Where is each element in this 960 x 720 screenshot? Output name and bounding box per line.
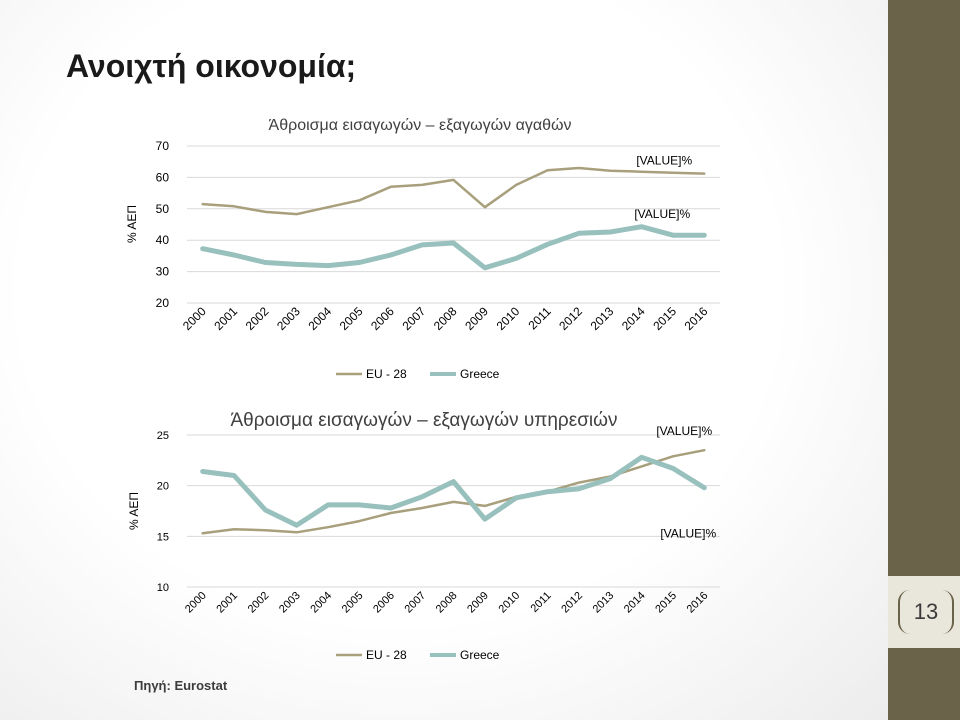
chart-2-legend-label: Greece [460, 648, 500, 662]
chart-1-y-tick-label: 20 [156, 296, 170, 310]
chart-1-x-tick-label: 2005 [337, 304, 366, 333]
chart-2-y-tick-label: 25 [157, 430, 169, 442]
chart-2-x-tick-label: 2008 [434, 590, 460, 616]
chart-1-x-tick-label: 2008 [431, 304, 460, 333]
chart-1-x-tick-label: 2011 [526, 304, 554, 332]
chart-2-x-tick-label: 2001 [214, 590, 240, 616]
chart-1-x-tick-label: 2014 [619, 304, 648, 333]
chart-1-legend-label: Greece [460, 367, 500, 381]
chart-1-y-tick-label: 60 [156, 170, 170, 184]
chart-1-y-axis-label: % ΑΕΠ [125, 205, 139, 243]
chart-2-x-tick-label: 2000 [183, 590, 209, 616]
page-number-box [888, 576, 960, 648]
chart-2-x-tick-label: 2004 [308, 590, 334, 616]
chart-2-x-tick-label: 2003 [277, 590, 303, 616]
page-number: 13 [898, 590, 954, 634]
chart-1-x-tick-label: 2002 [243, 304, 272, 333]
chart-2-legend-label: EU - 28 [366, 648, 407, 662]
chart-1-x-tick-label: 2013 [588, 304, 617, 333]
chart-1-y-tick-label: 40 [156, 233, 170, 247]
chart-2-x-tick-label: 2011 [528, 590, 553, 615]
chart-2-x-tick-label: 2005 [340, 590, 366, 616]
chart-1-x-tick-label: 2000 [180, 304, 209, 333]
chart-1-x-tick-label: 2015 [650, 304, 679, 333]
chart-2-x-tick-label: 2007 [402, 590, 428, 616]
chart-2-x-tick-label: 2015 [653, 590, 679, 616]
chart-2-series-eu28-data-label: [VALUE]% [656, 424, 712, 438]
chart-1-series-greece-line [200, 224, 707, 271]
charts-canvas: Άθροισμα εισαγωγών – εξαγωγών αγαθών 20 30… [125, 117, 720, 662]
chart-1-y-tick-label: 70 [156, 139, 170, 153]
chart-2-x-tick-label: 2006 [371, 590, 397, 616]
source-note: Πηγή: Eurostat [134, 678, 228, 693]
chart-2-x-tick-label: 2002 [246, 590, 272, 616]
chart-2-x-tick-label: 2010 [497, 590, 523, 616]
chart-1-x-tick-label: 2009 [462, 304, 491, 333]
chart-1-x-tick-label: 2007 [399, 304, 428, 333]
chart-2-y-axis-label: % ΑΕΠ [127, 492, 141, 530]
chart-2-x-tick-label: 2014 [622, 590, 648, 616]
chart-2-y-tick-label: 20 [157, 481, 169, 493]
chart-1-series-eu28-data-label: [VALUE]% [636, 154, 692, 168]
chart-2-x-tick-label: 2013 [591, 590, 617, 616]
chart-1-x-tick-label: 2012 [556, 304, 585, 333]
chart-1-x-tick-label: 2004 [305, 304, 334, 333]
chart-1-x-tick-label: 2006 [368, 304, 397, 333]
chart-1-legend-label: EU - 28 [366, 367, 407, 381]
chart-2-y-tick-label: 15 [157, 531, 169, 543]
chart-1-x-tick-label: 2003 [274, 304, 303, 333]
chart-2-x-tick-label: 2012 [559, 590, 585, 616]
slide-background [0, 0, 888, 720]
chart-1-series-eu28-line [201, 166, 706, 216]
chart-1-x-tick-label: 2016 [682, 304, 711, 333]
chart-2-x-tick-label: 2009 [465, 590, 491, 616]
chart-2-x-tick-label: 2016 [685, 590, 711, 616]
chart-1-title: Άθροισμα εισαγωγών – εξαγωγών αγαθών [269, 117, 572, 134]
chart-1-x-tick-label: 2001 [211, 304, 240, 333]
chart-1-series-greece-data-label: [VALUE]% [634, 207, 690, 221]
chart-1-y-tick-label: 30 [156, 265, 170, 279]
chart-2-series-greece-line [200, 454, 707, 528]
chart-2-series-greece-data-label: [VALUE]% [660, 527, 716, 541]
slide-title: Ανοιχτή οικονομία; [66, 48, 357, 84]
chart-1-x-tick-label: 2010 [494, 304, 523, 333]
chart-2-series-eu28-line [201, 448, 706, 535]
chart-2-y-tick-label: 10 [157, 582, 169, 594]
chart-1-y-tick-label: 50 [156, 202, 170, 216]
chart-2-title: Άθροισμα εισαγωγών – εξαγωγών υπηρεσιών [230, 410, 617, 431]
